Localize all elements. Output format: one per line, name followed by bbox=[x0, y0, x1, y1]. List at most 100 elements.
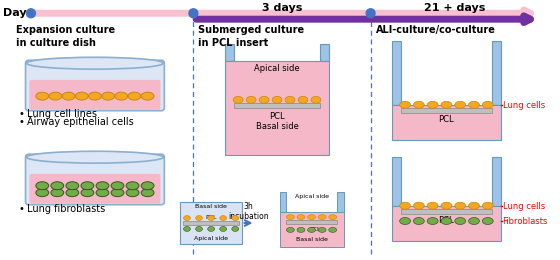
Ellipse shape bbox=[102, 92, 114, 100]
Ellipse shape bbox=[62, 92, 75, 100]
Ellipse shape bbox=[307, 228, 315, 232]
Ellipse shape bbox=[311, 96, 321, 103]
Circle shape bbox=[189, 9, 198, 18]
Ellipse shape bbox=[26, 151, 164, 163]
Text: 3 days: 3 days bbox=[262, 3, 302, 13]
Ellipse shape bbox=[234, 96, 243, 103]
Bar bbox=[225, 44, 234, 61]
Ellipse shape bbox=[286, 228, 295, 232]
Ellipse shape bbox=[469, 202, 479, 209]
Ellipse shape bbox=[81, 189, 94, 197]
Text: Fibroblasts: Fibroblasts bbox=[502, 217, 548, 225]
Ellipse shape bbox=[66, 189, 79, 197]
Ellipse shape bbox=[329, 228, 337, 232]
Text: PCL: PCL bbox=[310, 227, 321, 232]
Ellipse shape bbox=[36, 92, 49, 100]
Text: Lung cell lines: Lung cell lines bbox=[27, 109, 97, 119]
Ellipse shape bbox=[413, 218, 424, 224]
Text: •: • bbox=[19, 109, 28, 119]
Ellipse shape bbox=[66, 182, 79, 190]
Ellipse shape bbox=[220, 216, 227, 220]
Ellipse shape bbox=[400, 218, 410, 224]
Text: Lung cells: Lung cells bbox=[502, 202, 545, 211]
Ellipse shape bbox=[441, 218, 452, 224]
Text: Lung cells: Lung cells bbox=[502, 101, 545, 110]
Text: Apical side: Apical side bbox=[295, 194, 329, 199]
Ellipse shape bbox=[126, 182, 139, 190]
Bar bbox=[183, 221, 239, 225]
Ellipse shape bbox=[96, 182, 109, 190]
Ellipse shape bbox=[141, 92, 154, 100]
Bar bbox=[320, 44, 329, 61]
Text: ALI-culture/co-culture: ALI-culture/co-culture bbox=[376, 25, 496, 35]
Ellipse shape bbox=[482, 218, 493, 224]
Ellipse shape bbox=[111, 182, 124, 190]
Bar bbox=[234, 103, 320, 108]
Ellipse shape bbox=[482, 101, 493, 108]
Ellipse shape bbox=[184, 216, 190, 220]
Ellipse shape bbox=[49, 92, 62, 100]
Ellipse shape bbox=[76, 92, 88, 100]
Ellipse shape bbox=[51, 189, 64, 197]
Ellipse shape bbox=[111, 189, 124, 197]
Text: PCL: PCL bbox=[438, 216, 454, 225]
Ellipse shape bbox=[455, 202, 465, 209]
Text: 3h
incubation: 3h incubation bbox=[228, 202, 269, 221]
Bar bbox=[337, 192, 343, 212]
Ellipse shape bbox=[36, 189, 49, 197]
Text: Basal side: Basal side bbox=[195, 204, 227, 209]
Ellipse shape bbox=[232, 216, 239, 220]
Ellipse shape bbox=[286, 214, 295, 219]
Ellipse shape bbox=[26, 57, 164, 69]
Bar bbox=[492, 157, 501, 206]
Text: PCL: PCL bbox=[269, 112, 285, 121]
Text: Expansion culture
in culture dish: Expansion culture in culture dish bbox=[16, 25, 115, 48]
Text: PCL: PCL bbox=[438, 115, 454, 124]
Circle shape bbox=[26, 9, 35, 18]
Ellipse shape bbox=[297, 214, 305, 219]
Ellipse shape bbox=[126, 189, 139, 197]
Ellipse shape bbox=[128, 92, 141, 100]
Ellipse shape bbox=[246, 96, 256, 103]
Ellipse shape bbox=[455, 218, 465, 224]
Bar bbox=[392, 157, 401, 206]
Ellipse shape bbox=[208, 216, 214, 220]
Text: Basal side: Basal side bbox=[296, 237, 328, 242]
Ellipse shape bbox=[115, 92, 128, 100]
FancyBboxPatch shape bbox=[30, 80, 160, 110]
FancyBboxPatch shape bbox=[26, 154, 164, 205]
Ellipse shape bbox=[195, 226, 203, 231]
Text: Basal side: Basal side bbox=[255, 122, 298, 131]
Ellipse shape bbox=[285, 96, 295, 103]
Bar bbox=[392, 105, 501, 140]
Ellipse shape bbox=[441, 101, 452, 108]
Ellipse shape bbox=[141, 189, 154, 197]
Text: •: • bbox=[19, 117, 28, 127]
Bar bbox=[286, 220, 337, 224]
Text: 21 + days: 21 + days bbox=[423, 3, 485, 13]
FancyBboxPatch shape bbox=[180, 202, 242, 244]
Bar bbox=[225, 61, 329, 155]
Text: PCL: PCL bbox=[206, 215, 217, 220]
Ellipse shape bbox=[318, 228, 326, 232]
FancyBboxPatch shape bbox=[26, 60, 164, 111]
Text: Day: Day bbox=[3, 8, 27, 18]
Ellipse shape bbox=[307, 214, 315, 219]
Text: Lung fibroblasts: Lung fibroblasts bbox=[27, 204, 105, 214]
Ellipse shape bbox=[427, 101, 438, 108]
Ellipse shape bbox=[469, 218, 479, 224]
Ellipse shape bbox=[232, 226, 239, 231]
Text: Apical side: Apical side bbox=[194, 236, 228, 241]
Ellipse shape bbox=[88, 92, 101, 100]
Ellipse shape bbox=[51, 182, 64, 190]
Text: Airway epithelial cells: Airway epithelial cells bbox=[27, 117, 134, 127]
Text: Apical side: Apical side bbox=[254, 64, 300, 73]
Ellipse shape bbox=[208, 226, 214, 231]
Ellipse shape bbox=[96, 189, 109, 197]
Bar bbox=[492, 41, 501, 105]
Ellipse shape bbox=[427, 218, 438, 224]
Ellipse shape bbox=[413, 101, 424, 108]
Ellipse shape bbox=[413, 202, 424, 209]
FancyBboxPatch shape bbox=[30, 174, 160, 204]
Ellipse shape bbox=[141, 182, 154, 190]
